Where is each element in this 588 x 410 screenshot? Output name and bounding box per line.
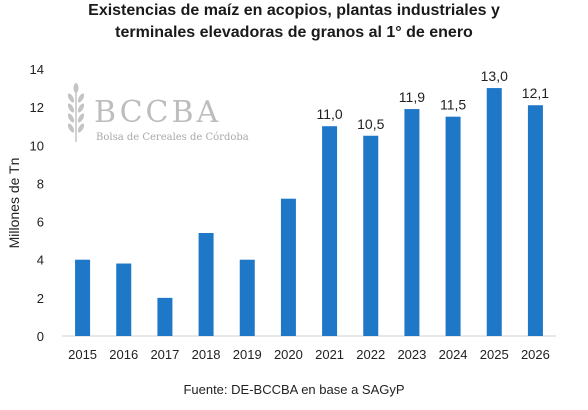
bar-2025: [486, 88, 502, 336]
bar-2020: [280, 198, 296, 336]
logo-name: BCCBA: [94, 95, 221, 130]
y-tick-label: 4: [37, 253, 44, 268]
x-tick-label: 2015: [68, 347, 97, 362]
data-labels: 11,0 10,5 11,9 11,5 13,0 12,1: [316, 68, 549, 132]
x-tick-label: 2023: [397, 347, 426, 362]
bar-2018: [198, 233, 214, 336]
bar-2016: [116, 263, 132, 336]
x-tick-label: 2025: [480, 347, 509, 362]
data-label-2022: 10,5: [357, 116, 384, 132]
x-tick-label: 2020: [274, 347, 303, 362]
data-label-2025: 13,0: [481, 68, 508, 84]
chart-area: BCCBA Bolsa de Cereales de Córdoba Millo…: [6, 62, 556, 362]
wheat-icon: [67, 83, 85, 142]
x-tick-label: 2024: [439, 347, 468, 362]
chart-title-line-1: Existencias de maíz en acopios, plantas …: [88, 2, 500, 19]
bar-2023: [404, 109, 420, 336]
source-note: Fuente: DE-BCCBA en base a SAGyP: [183, 382, 405, 397]
bar-2024: [445, 116, 461, 336]
bar-2015: [75, 259, 91, 336]
y-axis-ticks: 0 2 4 6 8 10 12 14: [30, 62, 44, 344]
x-tick-label: 2026: [521, 347, 550, 362]
data-label-2021: 11,0: [316, 106, 342, 122]
x-tick-label: 2019: [233, 347, 262, 362]
bar-2022: [363, 135, 379, 336]
x-tick-label: 2022: [356, 347, 385, 362]
bar-2017: [157, 297, 173, 336]
y-tick-label: 14: [30, 62, 44, 77]
bar-2021: [322, 126, 338, 336]
x-tick-label: 2016: [109, 347, 138, 362]
bars: [75, 88, 543, 336]
y-tick-label: 10: [30, 138, 44, 153]
bar-2026: [527, 105, 543, 336]
x-tick-label: 2021: [315, 347, 344, 362]
y-axis-label: Millones de Tn: [6, 158, 22, 249]
x-tick-label: 2017: [150, 347, 179, 362]
y-tick-label: 2: [37, 291, 44, 306]
data-label-2024: 11,5: [440, 97, 466, 113]
data-label-2026: 12,1: [522, 85, 549, 101]
bccba-logo: BCCBA Bolsa de Cereales de Córdoba: [67, 83, 249, 143]
data-label-2023: 11,9: [399, 89, 425, 105]
bar-2019: [239, 259, 255, 336]
x-tick-label: 2018: [192, 347, 221, 362]
logo-subtitle: Bolsa de Cereales de Córdoba: [96, 132, 249, 143]
y-tick-label: 0: [37, 329, 44, 344]
y-tick-label: 12: [30, 100, 44, 115]
y-tick-label: 6: [37, 215, 44, 230]
x-axis-ticks: 2015 2016 2017 2018 2019 2020 2021 2022 2023 2024…: [68, 347, 550, 362]
y-tick-label: 8: [37, 176, 44, 191]
chart-title-line-2: terminales elevadoras de granos al 1° de…: [115, 24, 473, 41]
